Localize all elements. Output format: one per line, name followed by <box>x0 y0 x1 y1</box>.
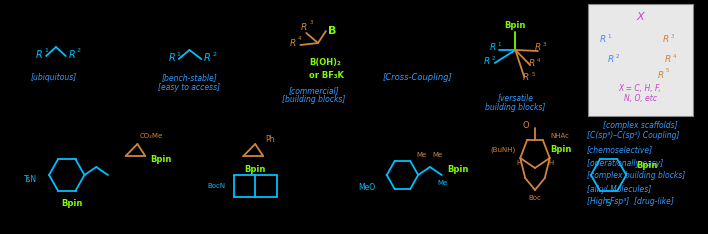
Text: 2: 2 <box>76 48 81 54</box>
Text: R: R <box>301 22 307 32</box>
Text: [commercial]: [commercial] <box>289 87 339 95</box>
Text: Bpin: Bpin <box>61 198 82 208</box>
Text: 3: 3 <box>670 33 674 39</box>
Text: R: R <box>535 44 541 52</box>
Text: [versatile: [versatile <box>497 94 533 102</box>
Text: R: R <box>607 55 614 65</box>
Text: [building blocks]: [building blocks] <box>282 95 346 105</box>
Text: 1: 1 <box>44 48 48 54</box>
Text: 4: 4 <box>537 58 540 62</box>
Text: [complex building blocks]: [complex building blocks] <box>587 172 685 180</box>
Text: Bpin: Bpin <box>551 146 572 154</box>
Text: MeO: MeO <box>358 183 375 191</box>
Text: 1: 1 <box>177 51 181 56</box>
Text: R: R <box>290 39 296 48</box>
Text: O: O <box>523 121 529 131</box>
Text: R: R <box>529 59 535 69</box>
Text: Bpin: Bpin <box>636 161 658 169</box>
Text: Me: Me <box>416 152 426 158</box>
Text: 5: 5 <box>666 69 669 73</box>
Text: R: R <box>663 36 668 44</box>
Text: 2: 2 <box>615 54 619 58</box>
Text: Ph: Ph <box>265 135 275 145</box>
Text: N, O, etc: N, O, etc <box>624 94 656 102</box>
Text: R: R <box>169 53 175 63</box>
Text: [C(sp³)–C(sp²) Coupling]: [C(sp³)–C(sp²) Coupling] <box>587 131 680 139</box>
Text: 3: 3 <box>309 21 313 26</box>
Text: TsN: TsN <box>24 176 38 184</box>
Text: X: X <box>636 12 644 22</box>
Text: Bpin: Bpin <box>150 156 171 165</box>
Text: 4: 4 <box>673 54 676 58</box>
Text: [ubiquitous]: [ubiquitous] <box>31 73 77 81</box>
Text: or BF₃K: or BF₃K <box>309 70 344 80</box>
Text: [Cross-Coupling]: [Cross-Coupling] <box>382 73 452 83</box>
Text: B: B <box>328 26 336 36</box>
Text: H: H <box>549 160 554 166</box>
Text: Bpin: Bpin <box>447 165 469 175</box>
Text: BocN: BocN <box>207 183 226 189</box>
Text: R: R <box>36 50 42 60</box>
FancyBboxPatch shape <box>588 4 693 116</box>
Text: Me: Me <box>438 180 448 186</box>
Text: B(OH)₂: B(OH)₂ <box>309 58 341 67</box>
Text: Me: Me <box>432 152 442 158</box>
Text: R: R <box>600 36 606 44</box>
Text: [operationally easy]: [operationally easy] <box>587 158 663 168</box>
Text: R: R <box>484 58 490 66</box>
Text: R: R <box>664 55 670 65</box>
Text: S: S <box>606 198 611 208</box>
Text: [bench-stable]: [bench-stable] <box>161 73 217 83</box>
Text: [chemoselective]: [chemoselective] <box>587 146 653 154</box>
Text: 4: 4 <box>297 37 301 41</box>
Text: R: R <box>658 70 664 80</box>
Text: H: H <box>516 160 521 166</box>
Text: 1: 1 <box>498 41 501 47</box>
Text: 5: 5 <box>531 72 535 77</box>
Text: R: R <box>523 73 530 83</box>
Text: NHAc: NHAc <box>551 133 570 139</box>
Text: 1: 1 <box>607 33 611 39</box>
Text: X = C, H, F,: X = C, H, F, <box>619 84 661 92</box>
Text: Bpin: Bpin <box>244 165 266 175</box>
Text: (BuNH): (BuNH) <box>490 147 515 153</box>
Text: [complex scaffolds]: [complex scaffolds] <box>603 121 678 129</box>
Text: R: R <box>68 50 75 60</box>
Text: 2: 2 <box>492 55 496 61</box>
Text: CO₂Me: CO₂Me <box>139 133 163 139</box>
Text: Bpin: Bpin <box>505 21 526 29</box>
Text: 3: 3 <box>543 41 547 47</box>
Text: R: R <box>204 53 210 63</box>
Text: [alkyl Molecules]: [alkyl Molecules] <box>587 184 651 194</box>
Text: [High Fsp³]  [drug-like]: [High Fsp³] [drug-like] <box>587 197 674 206</box>
Text: Boc: Boc <box>529 195 542 201</box>
Text: [easy to access]: [easy to access] <box>159 83 220 91</box>
Text: R: R <box>490 44 496 52</box>
Text: 2: 2 <box>212 51 216 56</box>
Text: building blocks]: building blocks] <box>485 102 546 111</box>
